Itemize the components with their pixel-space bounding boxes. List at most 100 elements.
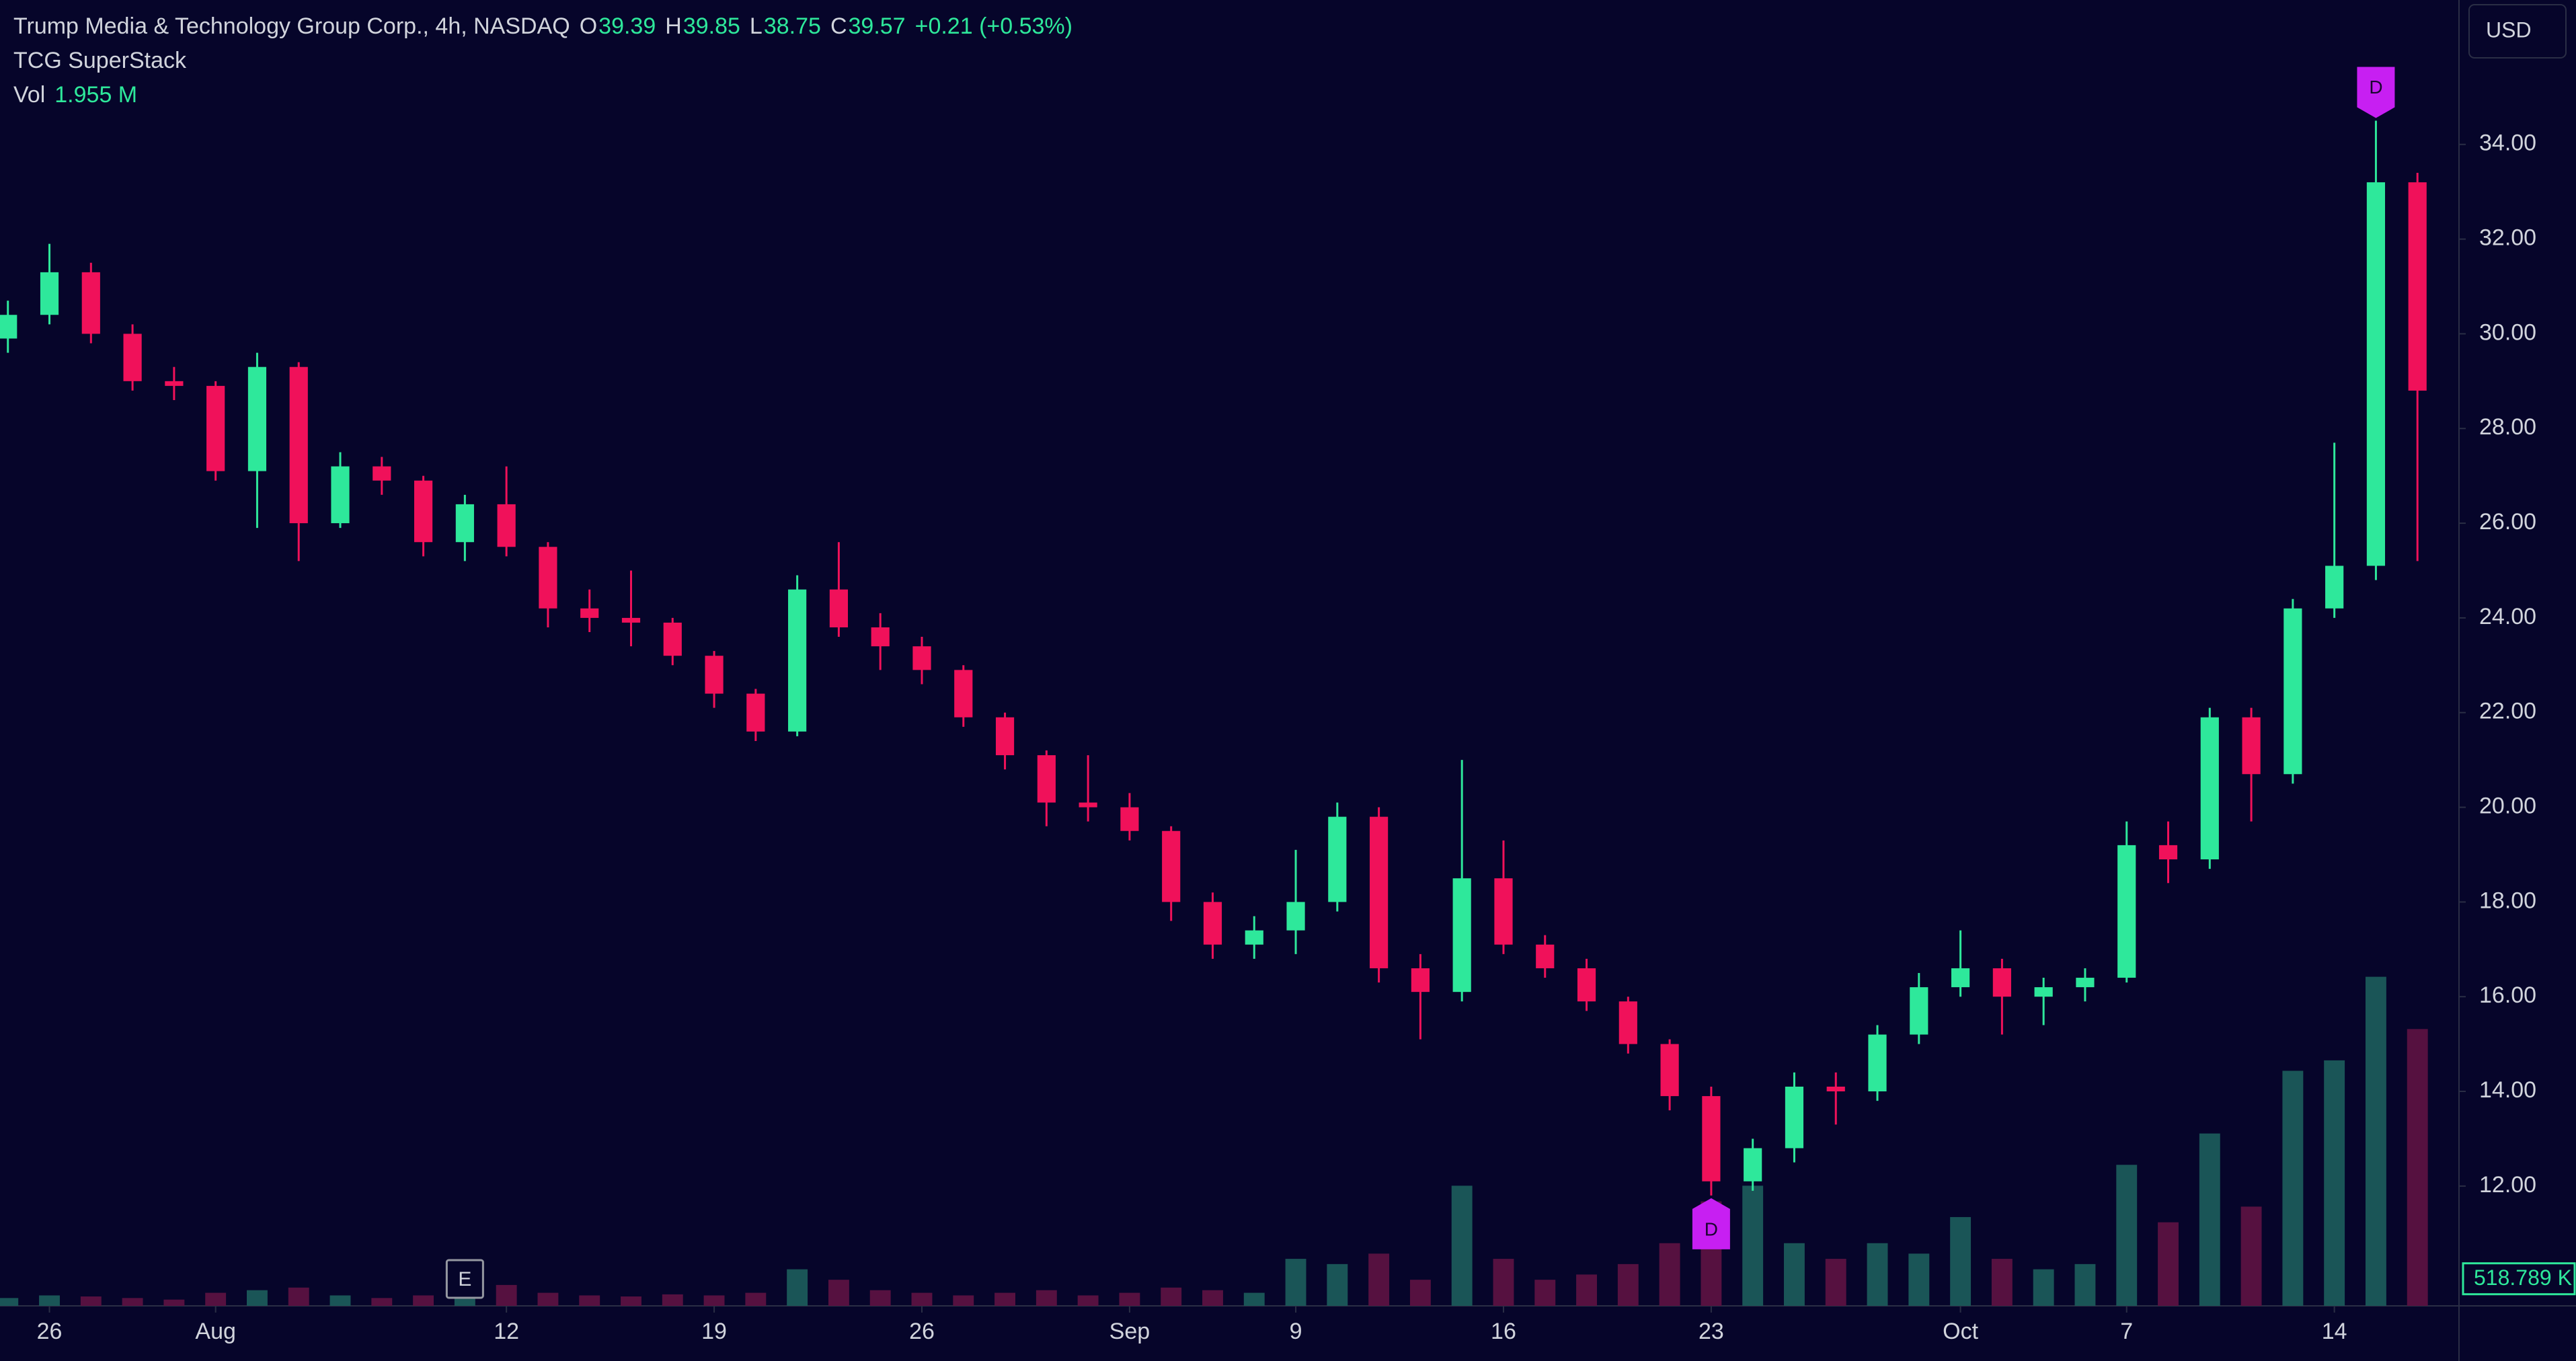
candle-body xyxy=(1079,802,1097,808)
candle-body xyxy=(81,272,100,334)
candle-body xyxy=(1577,968,1596,1002)
candle-body xyxy=(1245,930,1263,945)
candle-body xyxy=(2076,978,2095,988)
volume-bar xyxy=(1119,1292,1140,1306)
candle-body xyxy=(2158,845,2178,860)
y-tick-label: 14.00 xyxy=(2479,1077,2536,1103)
volume-bar xyxy=(1908,1253,1930,1306)
volume-bar xyxy=(1243,1292,1265,1306)
volume-label[interactable]: Vol xyxy=(13,82,46,108)
indicator-legend: TCG SuperStack xyxy=(13,46,196,75)
candle-body xyxy=(539,547,557,609)
y-tick-label: 30.00 xyxy=(2479,319,2536,345)
candle-body xyxy=(1536,944,1555,968)
high-value: 39.85 xyxy=(682,13,740,39)
x-tick-label: 26 xyxy=(37,1319,63,1344)
volume-bar xyxy=(869,1290,891,1306)
candle-body xyxy=(1037,755,1056,803)
candle-body xyxy=(0,315,17,339)
currency-button[interactable] xyxy=(2468,4,2567,59)
volume-bar xyxy=(994,1292,1016,1306)
candle-body xyxy=(289,366,308,524)
volume-bar xyxy=(1617,1263,1639,1306)
candle-body xyxy=(247,366,267,471)
candle-body xyxy=(829,589,849,627)
volume-bar xyxy=(1036,1290,1057,1306)
candle-body xyxy=(2366,182,2386,566)
volume-bar xyxy=(1077,1295,1099,1306)
candle-body xyxy=(954,670,973,717)
volume-bar xyxy=(828,1280,849,1306)
candle-body xyxy=(2408,182,2427,391)
candle-body xyxy=(1785,1086,1804,1149)
x-tick-label: 16 xyxy=(1491,1319,1516,1344)
signal-label: D xyxy=(2369,77,2382,98)
candle-body xyxy=(746,693,765,732)
volume-bar xyxy=(537,1292,559,1306)
volume-bar xyxy=(1534,1280,1556,1306)
candle-body xyxy=(788,589,807,732)
volume-bar xyxy=(2240,1206,2262,1306)
event-marker xyxy=(445,1259,484,1299)
candle-body xyxy=(995,717,1015,756)
volume-bar xyxy=(1867,1243,1888,1306)
volume-bar xyxy=(1742,1185,1764,1306)
volume-bar xyxy=(745,1292,767,1306)
close-value: 39.57 xyxy=(848,13,906,39)
volume-bar xyxy=(0,1298,19,1306)
volume-bar xyxy=(1368,1253,1390,1306)
y-tick-label: 26.00 xyxy=(2479,509,2536,535)
low-value: 38.75 xyxy=(763,13,821,39)
close-label: C xyxy=(830,13,847,39)
open-value: 39.39 xyxy=(598,13,656,39)
candle-body xyxy=(1951,968,1970,988)
candle-body xyxy=(2034,987,2053,997)
y-tick-label: 16.00 xyxy=(2479,982,2536,1008)
volume-bar xyxy=(1285,1259,1306,1306)
candle-body xyxy=(331,466,350,524)
volume-bar xyxy=(288,1287,309,1306)
candle-body xyxy=(2284,608,2302,775)
y-tick-label: 22.00 xyxy=(2479,699,2536,724)
y-tick-label: 18.00 xyxy=(2479,888,2536,913)
candle-body xyxy=(206,385,225,471)
y-tick-label: 28.00 xyxy=(2479,414,2536,440)
candle-body xyxy=(1702,1096,1721,1181)
candle-body xyxy=(1370,816,1389,968)
candle-body xyxy=(1452,878,1471,993)
volume-legend: Vol 1.955 M xyxy=(13,80,147,110)
volume-price-text: 518.789 K xyxy=(2474,1266,2572,1290)
volume-bar xyxy=(2116,1165,2138,1306)
volume-bar xyxy=(2365,976,2386,1306)
volume-bar xyxy=(621,1296,641,1306)
candle-body xyxy=(123,334,142,381)
volume-bar xyxy=(496,1284,517,1306)
candle-body xyxy=(414,480,433,543)
candle-body xyxy=(40,272,59,315)
volume-bar xyxy=(1327,1263,1348,1306)
candle-body xyxy=(455,504,474,543)
volume-bar xyxy=(122,1298,143,1306)
volume-bar xyxy=(662,1294,683,1306)
change-value: +0.21 (+0.53%) xyxy=(914,13,1072,39)
volume-bar xyxy=(163,1299,185,1306)
candle-body xyxy=(871,627,890,647)
volume-bar xyxy=(2033,1269,2054,1306)
candle-body xyxy=(1744,1148,1762,1181)
volume-bar xyxy=(2407,1029,2428,1306)
symbol-legend: Trump Media & Technology Group Corp., 4h… xyxy=(13,11,1082,41)
open-label: O xyxy=(579,13,598,39)
candle-body xyxy=(580,608,599,618)
candle-body xyxy=(1494,878,1513,945)
indicator-name[interactable]: TCG SuperStack xyxy=(13,48,186,73)
candle-body xyxy=(663,622,682,656)
volume-bar xyxy=(1202,1290,1223,1306)
candle-body xyxy=(2200,717,2219,860)
candle-body xyxy=(1328,816,1347,902)
volume-bar xyxy=(246,1290,268,1306)
x-tick-label: Aug xyxy=(195,1319,236,1344)
y-tick-label: 20.00 xyxy=(2479,793,2536,819)
currency-label: USD xyxy=(2486,17,2532,42)
